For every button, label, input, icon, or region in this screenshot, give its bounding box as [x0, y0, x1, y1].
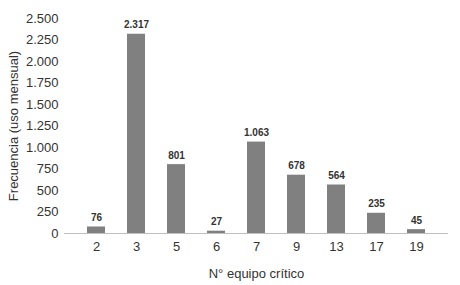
svg-text:750: 750: [37, 161, 59, 176]
svg-text:1.063: 1.063: [244, 127, 269, 138]
svg-text:6: 6: [213, 239, 220, 254]
svg-text:2: 2: [93, 239, 100, 254]
svg-text:13: 13: [329, 239, 343, 254]
svg-text:235: 235: [368, 198, 385, 209]
svg-text:2.000: 2.000: [26, 54, 59, 69]
svg-text:17: 17: [369, 239, 383, 254]
svg-text:801: 801: [168, 150, 185, 161]
svg-text:19: 19: [409, 239, 423, 254]
svg-text:2.500: 2.500: [26, 11, 59, 26]
svg-text:N° equipo crítico: N° equipo crítico: [209, 266, 305, 281]
svg-text:1.250: 1.250: [26, 118, 59, 133]
svg-text:45: 45: [411, 215, 423, 226]
svg-text:3: 3: [133, 239, 140, 254]
svg-text:564: 564: [328, 170, 345, 181]
svg-text:7: 7: [253, 239, 260, 254]
svg-text:1.750: 1.750: [26, 75, 59, 90]
svg-text:678: 678: [288, 160, 305, 171]
svg-text:Frecuencia (uso mensual): Frecuencia (uso mensual): [6, 51, 21, 201]
svg-text:2.250: 2.250: [26, 32, 59, 47]
svg-text:1.500: 1.500: [26, 97, 59, 112]
svg-text:5: 5: [173, 239, 180, 254]
svg-text:76: 76: [91, 212, 103, 223]
svg-text:2.317: 2.317: [124, 19, 149, 30]
svg-text:500: 500: [37, 183, 59, 198]
svg-text:27: 27: [211, 216, 223, 227]
svg-text:250: 250: [37, 204, 59, 219]
svg-text:1.000: 1.000: [26, 140, 59, 155]
svg-text:9: 9: [293, 239, 300, 254]
svg-text:0: 0: [51, 226, 58, 241]
